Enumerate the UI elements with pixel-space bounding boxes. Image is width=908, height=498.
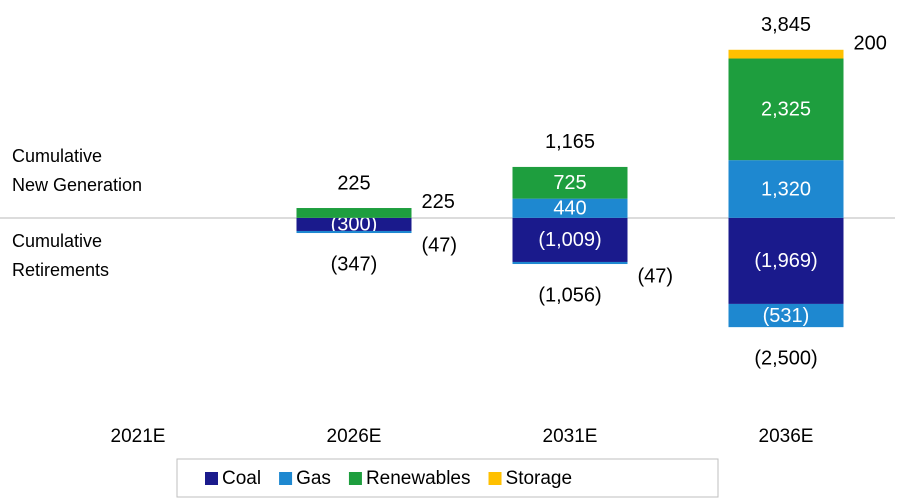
value-label: (47) — [638, 265, 674, 287]
value-label: 725 — [553, 172, 586, 194]
legend-swatch — [279, 472, 293, 485]
legend-label: Gas — [296, 468, 331, 489]
value-label: 1,320 — [761, 178, 811, 200]
x-tick-label: 2031E — [543, 426, 598, 447]
legend-swatch — [205, 472, 218, 485]
total-label: 1,165 — [545, 131, 595, 153]
legend-swatch — [348, 472, 362, 485]
x-tick-label: 2021E — [111, 426, 166, 447]
legend-label: Storage — [506, 468, 573, 489]
value-label: 225 — [422, 191, 455, 213]
bar-segment — [296, 208, 412, 218]
value-label: 200 — [854, 32, 887, 54]
legend-box — [176, 458, 719, 498]
value-label: (1,969) — [754, 250, 817, 272]
value-label: (300) — [331, 214, 378, 236]
row-label: Retirements — [12, 260, 109, 280]
total-label: 3,845 — [761, 14, 811, 36]
value-label: 440 — [553, 198, 586, 220]
row-label: Cumulative — [12, 231, 102, 251]
bar-segment — [296, 217, 412, 231]
legend-label: Coal — [222, 468, 261, 489]
total-label: (2,500) — [754, 347, 817, 369]
bar-segment — [512, 261, 628, 265]
value-label: (47) — [422, 234, 458, 256]
value-label: 2,325 — [761, 99, 811, 121]
x-tick-label: 2036E — [759, 426, 814, 447]
bar-segment — [728, 217, 844, 304]
bar-segment — [512, 166, 628, 199]
bar-segment — [296, 230, 412, 234]
bar-segment — [728, 58, 844, 161]
legend-swatch — [488, 472, 502, 485]
total-label: (347) — [331, 253, 378, 275]
value-label: (1,009) — [538, 229, 601, 251]
total-label: 225 — [337, 172, 370, 194]
legend-label: Renewables — [366, 468, 471, 489]
bar-segment — [512, 198, 628, 218]
bar-segment — [728, 303, 844, 328]
total-label: (1,056) — [538, 284, 601, 306]
bar-segment — [728, 160, 844, 218]
bar-segment — [512, 217, 628, 262]
x-tick-label: 2026E — [327, 426, 382, 447]
row-label: Cumulative — [12, 146, 102, 166]
bar-segment — [728, 49, 844, 59]
value-label: (531) — [763, 305, 810, 327]
row-label: New Generation — [12, 175, 142, 195]
